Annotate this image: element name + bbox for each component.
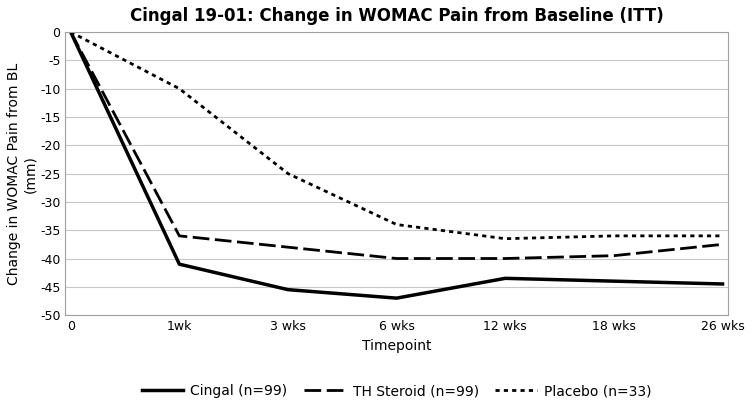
TH Steroid (n=99) [66, 29, 75, 34]
TH Steroid (n=99) [174, 234, 183, 238]
Line: Placebo (n=33): Placebo (n=33) [71, 32, 723, 239]
TH Steroid (n=99) [718, 242, 727, 247]
Title: Cingal 19-01: Change in WOMAC Pain from Baseline (ITT): Cingal 19-01: Change in WOMAC Pain from … [130, 7, 663, 25]
Legend: Cingal (n=99), TH Steroid (n=99), Placebo (n=33): Cingal (n=99), TH Steroid (n=99), Placeb… [136, 379, 657, 404]
X-axis label: Timepoint: Timepoint [362, 339, 432, 353]
Placebo (n=33) [718, 234, 727, 238]
Cingal (n=99) [501, 276, 510, 281]
Cingal (n=99) [609, 279, 618, 284]
Cingal (n=99) [284, 287, 293, 292]
Placebo (n=33) [609, 234, 618, 238]
Cingal (n=99) [392, 296, 401, 301]
Cingal (n=99) [718, 282, 727, 286]
TH Steroid (n=99) [284, 245, 293, 250]
Cingal (n=99) [66, 29, 75, 34]
Placebo (n=33) [66, 29, 75, 34]
Placebo (n=33) [174, 86, 183, 91]
Line: TH Steroid (n=99): TH Steroid (n=99) [71, 32, 723, 259]
Y-axis label: Change in WOMAC Pain from BL
(mm): Change in WOMAC Pain from BL (mm) [7, 63, 37, 285]
TH Steroid (n=99) [392, 256, 401, 261]
Placebo (n=33) [501, 236, 510, 241]
Placebo (n=33) [284, 171, 293, 176]
Cingal (n=99) [174, 262, 183, 267]
TH Steroid (n=99) [501, 256, 510, 261]
Placebo (n=33) [392, 222, 401, 227]
Line: Cingal (n=99): Cingal (n=99) [71, 32, 723, 298]
TH Steroid (n=99) [609, 253, 618, 258]
